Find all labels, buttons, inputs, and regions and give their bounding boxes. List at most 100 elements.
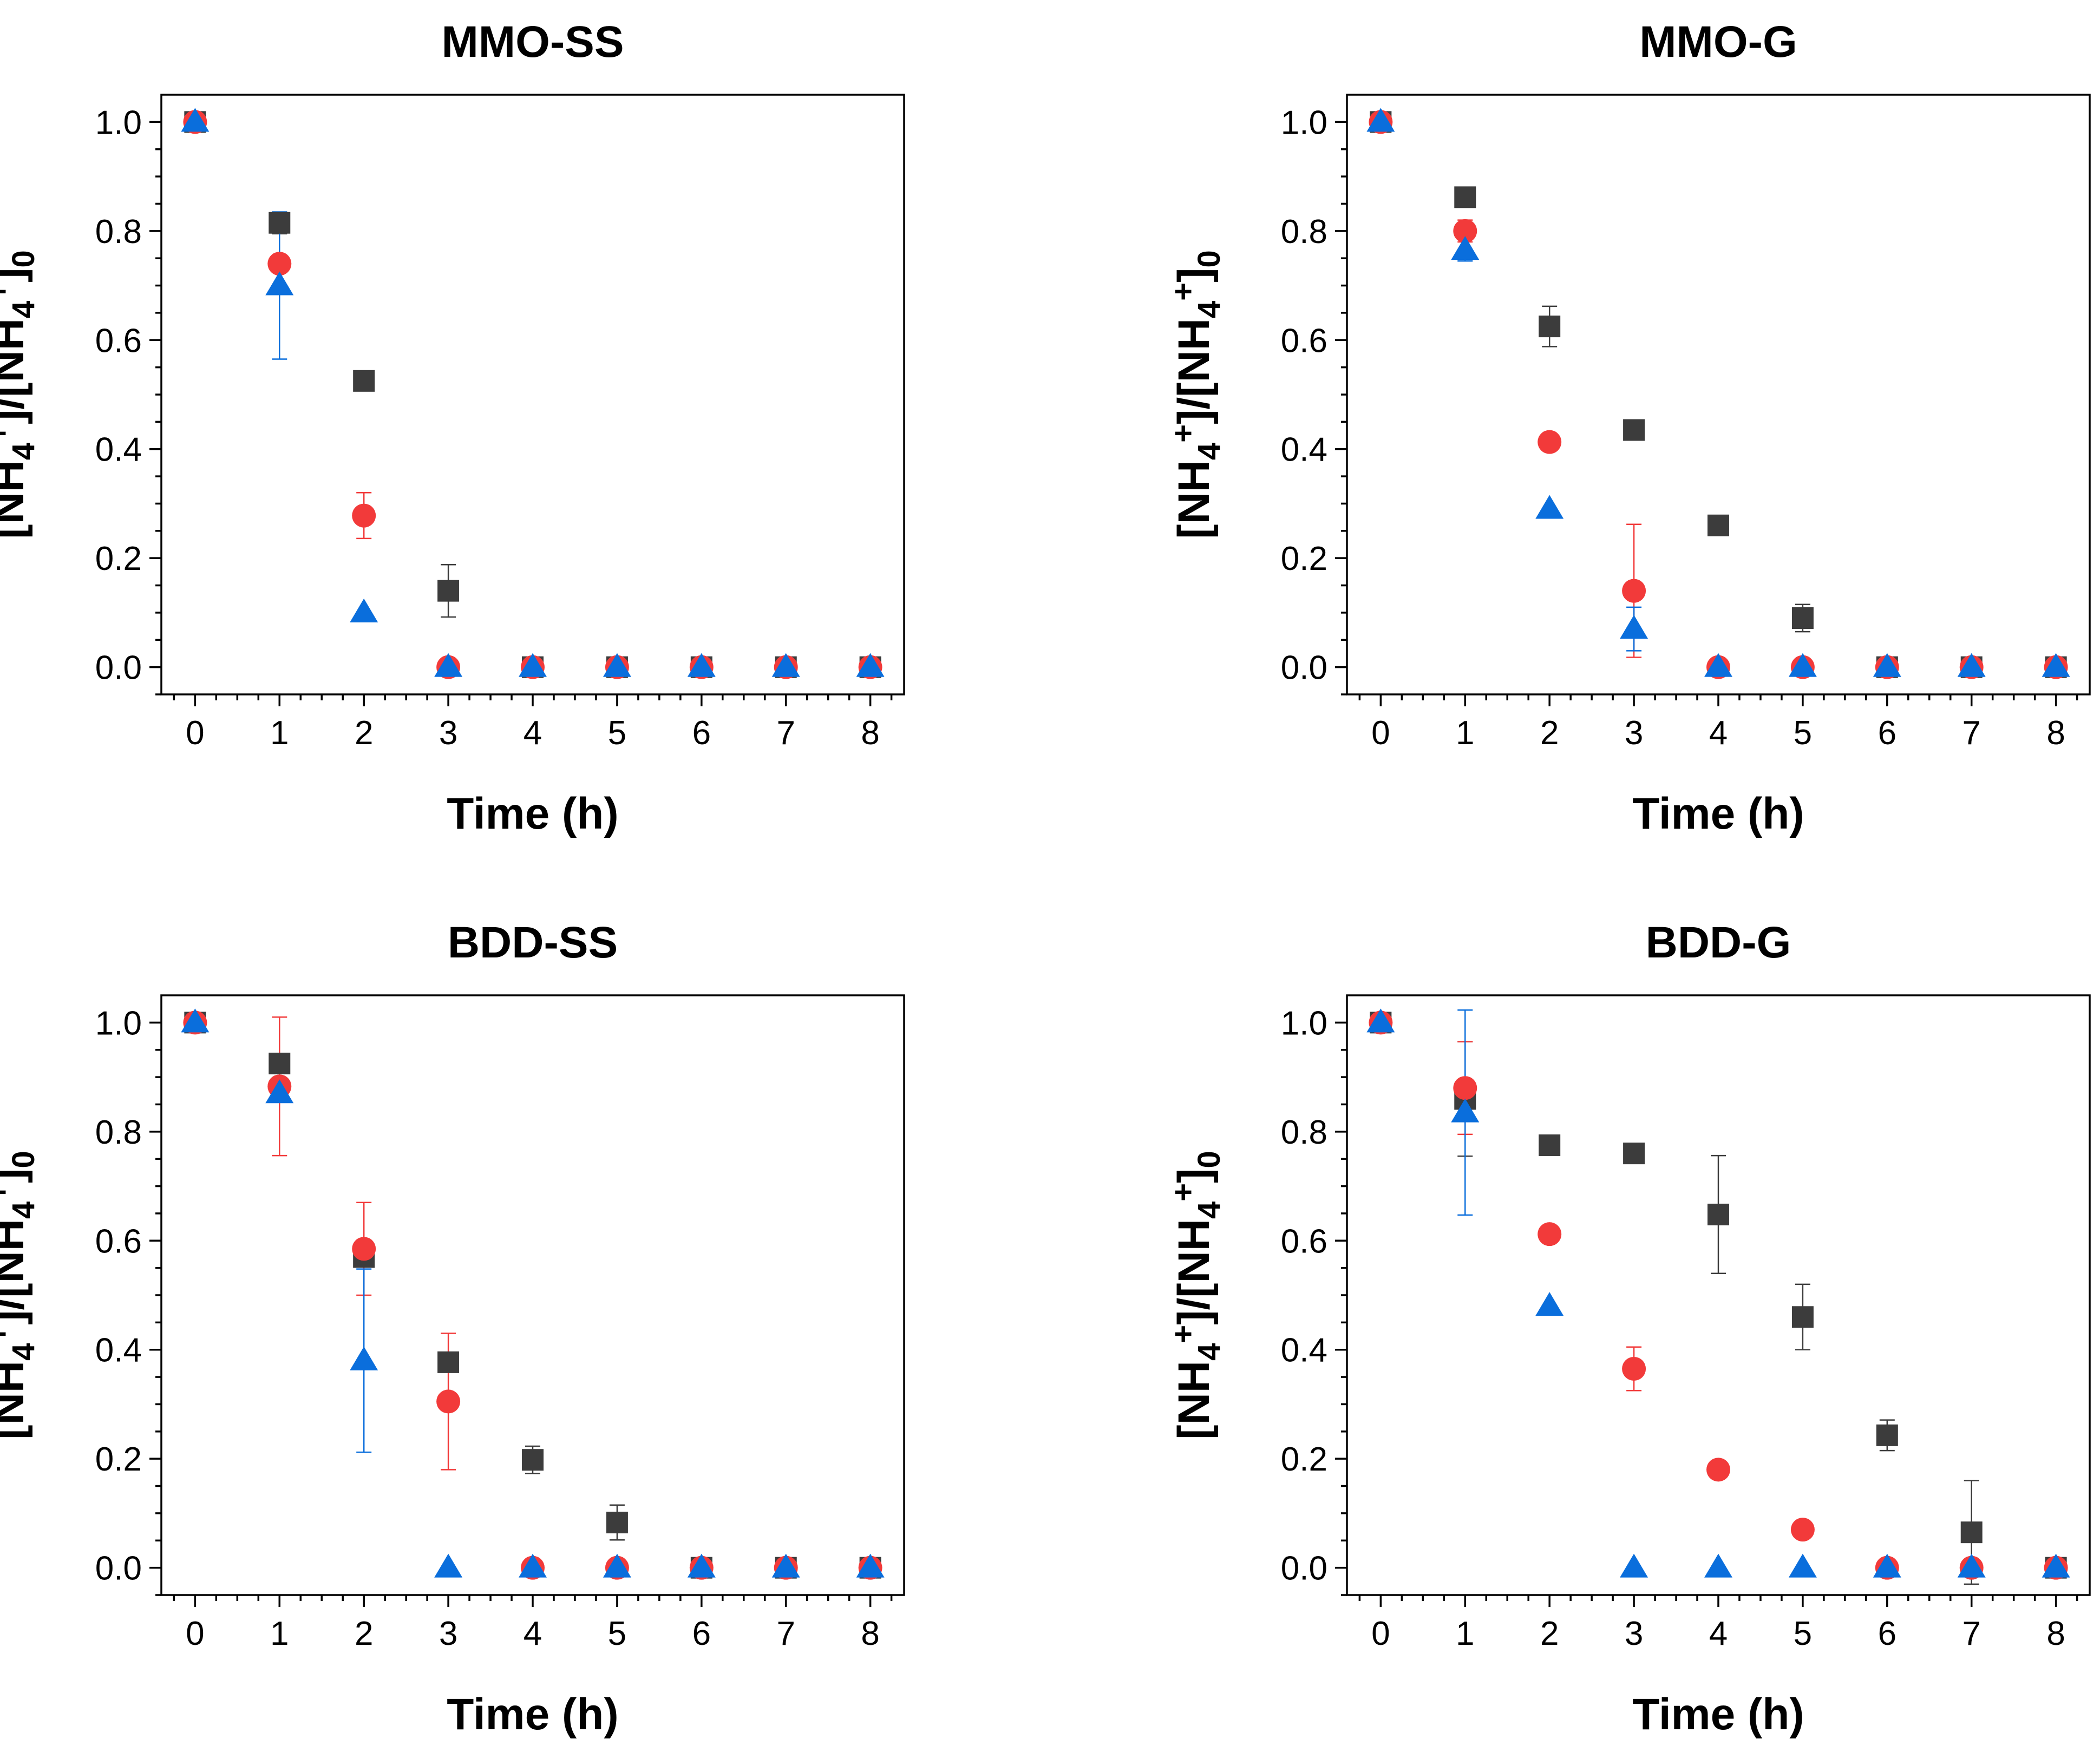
panel-title: MMO-G [1639, 17, 1797, 67]
plot-frame [1346, 94, 2091, 695]
data-point-square [1539, 1134, 1561, 1156]
data-point-circle [1538, 1222, 1562, 1246]
data-point-triangle [603, 1553, 631, 1578]
data-point-circle [352, 503, 376, 528]
y-tick-label: 0.8 [1281, 213, 1327, 251]
y-axis: 0.0 0.2 0.4 0.6 0.8 1.0 [1281, 1005, 1347, 1596]
x-axis-title: Time (h) [1632, 789, 1804, 838]
y-tick-label: 1.0 [95, 104, 142, 141]
x-tick-label: 4 [524, 714, 542, 752]
y-tick-label: 0.2 [95, 540, 142, 578]
y-tick-label: 0.2 [95, 1441, 142, 1478]
data-layer [181, 108, 885, 679]
data-point-square [269, 212, 291, 234]
data-point-triangle [350, 1346, 378, 1370]
x-axis: 0 1 2 3 4 5 6 7 8 [173, 1595, 893, 1652]
data-point-triangle [2042, 653, 2070, 677]
data-point-triangle [265, 271, 294, 296]
x-tick-label: 8 [2046, 714, 2065, 752]
x-axis: 0 1 2 3 4 5 6 7 8 [1358, 694, 2078, 752]
data-point-triangle [603, 653, 631, 677]
x-tick-label: 1 [1456, 714, 1474, 752]
data-point-square [1791, 607, 1814, 629]
data-point-circle [1622, 1356, 1646, 1381]
data-point-triangle [434, 653, 463, 677]
data-point-triangle [1620, 615, 1648, 639]
x-tick-label: 0 [1371, 714, 1390, 752]
data-point-triangle [1535, 1292, 1564, 1316]
y-axis: 0.0 0.2 0.4 0.6 0.8 1.0 [95, 1005, 161, 1596]
y-tick-label: 0.0 [95, 649, 142, 687]
x-tick-label: 3 [1625, 1615, 1643, 1652]
x-tick-label: 6 [692, 714, 711, 752]
x-tick-label: 7 [776, 714, 795, 752]
panel-4: BDD-G 0 1 2 3 4 5 6 7 8 0.0 0.2 0.4 0.6 0.8 1.0 Time (h)… [1166, 918, 2091, 1739]
x-axis: 0 1 2 3 4 5 6 7 8 [173, 694, 893, 752]
x-tick-label: 6 [692, 1615, 711, 1652]
panel-title: BDD-SS [448, 918, 618, 967]
y-axis-title: [NH4+]/[NH4+]0 [1166, 250, 1227, 539]
x-tick-label: 2 [1540, 714, 1559, 752]
data-point-square [437, 580, 460, 602]
x-tick-label: 8 [2046, 1615, 2065, 1652]
x-tick-label: 8 [861, 714, 879, 752]
x-axis-title: Time (h) [1632, 1690, 1804, 1739]
x-tick-label: 6 [1878, 1615, 1896, 1652]
data-point-triangle [519, 1553, 547, 1578]
panel-title: MMO-SS [441, 17, 624, 67]
data-point-square [353, 370, 375, 392]
x-tick-label: 0 [186, 714, 204, 752]
x-tick-label: 0 [186, 1615, 204, 1652]
x-tick-label: 3 [1625, 714, 1643, 752]
data-point-circle [1538, 430, 1562, 454]
data-point-circle [267, 252, 292, 276]
y-tick-label: 0.4 [95, 431, 142, 469]
y-tick-label: 0.4 [95, 1332, 142, 1369]
data-point-square [1960, 1521, 1983, 1544]
data-point-triangle [1873, 1553, 1901, 1578]
data-point-triangle [1704, 653, 1732, 677]
x-axis: 0 1 2 3 4 5 6 7 8 [1358, 1595, 2078, 1652]
y-tick-label: 0.0 [1281, 649, 1327, 687]
data-point-triangle [1451, 236, 1480, 260]
y-tick-label: 0.6 [1281, 1223, 1327, 1260]
x-tick-label: 8 [861, 1615, 879, 1652]
data-point-square [1876, 1424, 1898, 1446]
y-tick-label: 0.4 [1281, 431, 1327, 469]
data-point-triangle [1957, 1553, 1986, 1578]
data-layer [1366, 1008, 2070, 1585]
data-point-square [606, 1512, 628, 1534]
data-point-circle [1790, 1518, 1815, 1542]
y-tick-label: 0.4 [1281, 1332, 1327, 1369]
data-point-triangle [687, 653, 716, 677]
data-point-circle [1453, 1076, 1477, 1100]
data-point-circle [352, 1237, 376, 1261]
data-point-square [1539, 316, 1561, 338]
data-point-triangle [856, 1553, 885, 1578]
y-tick-label: 0.0 [95, 1550, 142, 1587]
data-point-circle [1453, 219, 1477, 243]
x-tick-label: 4 [1709, 714, 1728, 752]
data-point-square [1708, 1203, 1729, 1225]
x-tick-label: 3 [439, 714, 457, 752]
x-tick-label: 7 [1962, 714, 1980, 752]
x-tick-label: 1 [270, 1615, 289, 1652]
data-point-square [1708, 514, 1729, 536]
data-layer [181, 1008, 885, 1580]
data-point-triangle [771, 653, 800, 677]
x-tick-label: 2 [355, 714, 373, 752]
data-point-circle [1622, 579, 1646, 603]
data-point-triangle [265, 1079, 294, 1104]
data-point-triangle [434, 1553, 463, 1578]
y-tick-label: 0.6 [95, 1223, 142, 1260]
x-tick-label: 4 [524, 1615, 542, 1652]
x-tick-label: 7 [776, 1615, 795, 1652]
data-point-triangle [1788, 1553, 1817, 1578]
data-point-triangle [350, 598, 378, 622]
x-tick-label: 4 [1709, 1615, 1728, 1652]
x-axis-title: Time (h) [447, 1690, 618, 1739]
x-tick-label: 3 [439, 1615, 457, 1652]
x-tick-label: 5 [608, 1615, 626, 1652]
panel-3: BDD-SS 0 1 2 3 4 5 6 7 8 0.0 0.2 0.4 0.6 0.8 1.0 Time (h… [0, 918, 905, 1739]
